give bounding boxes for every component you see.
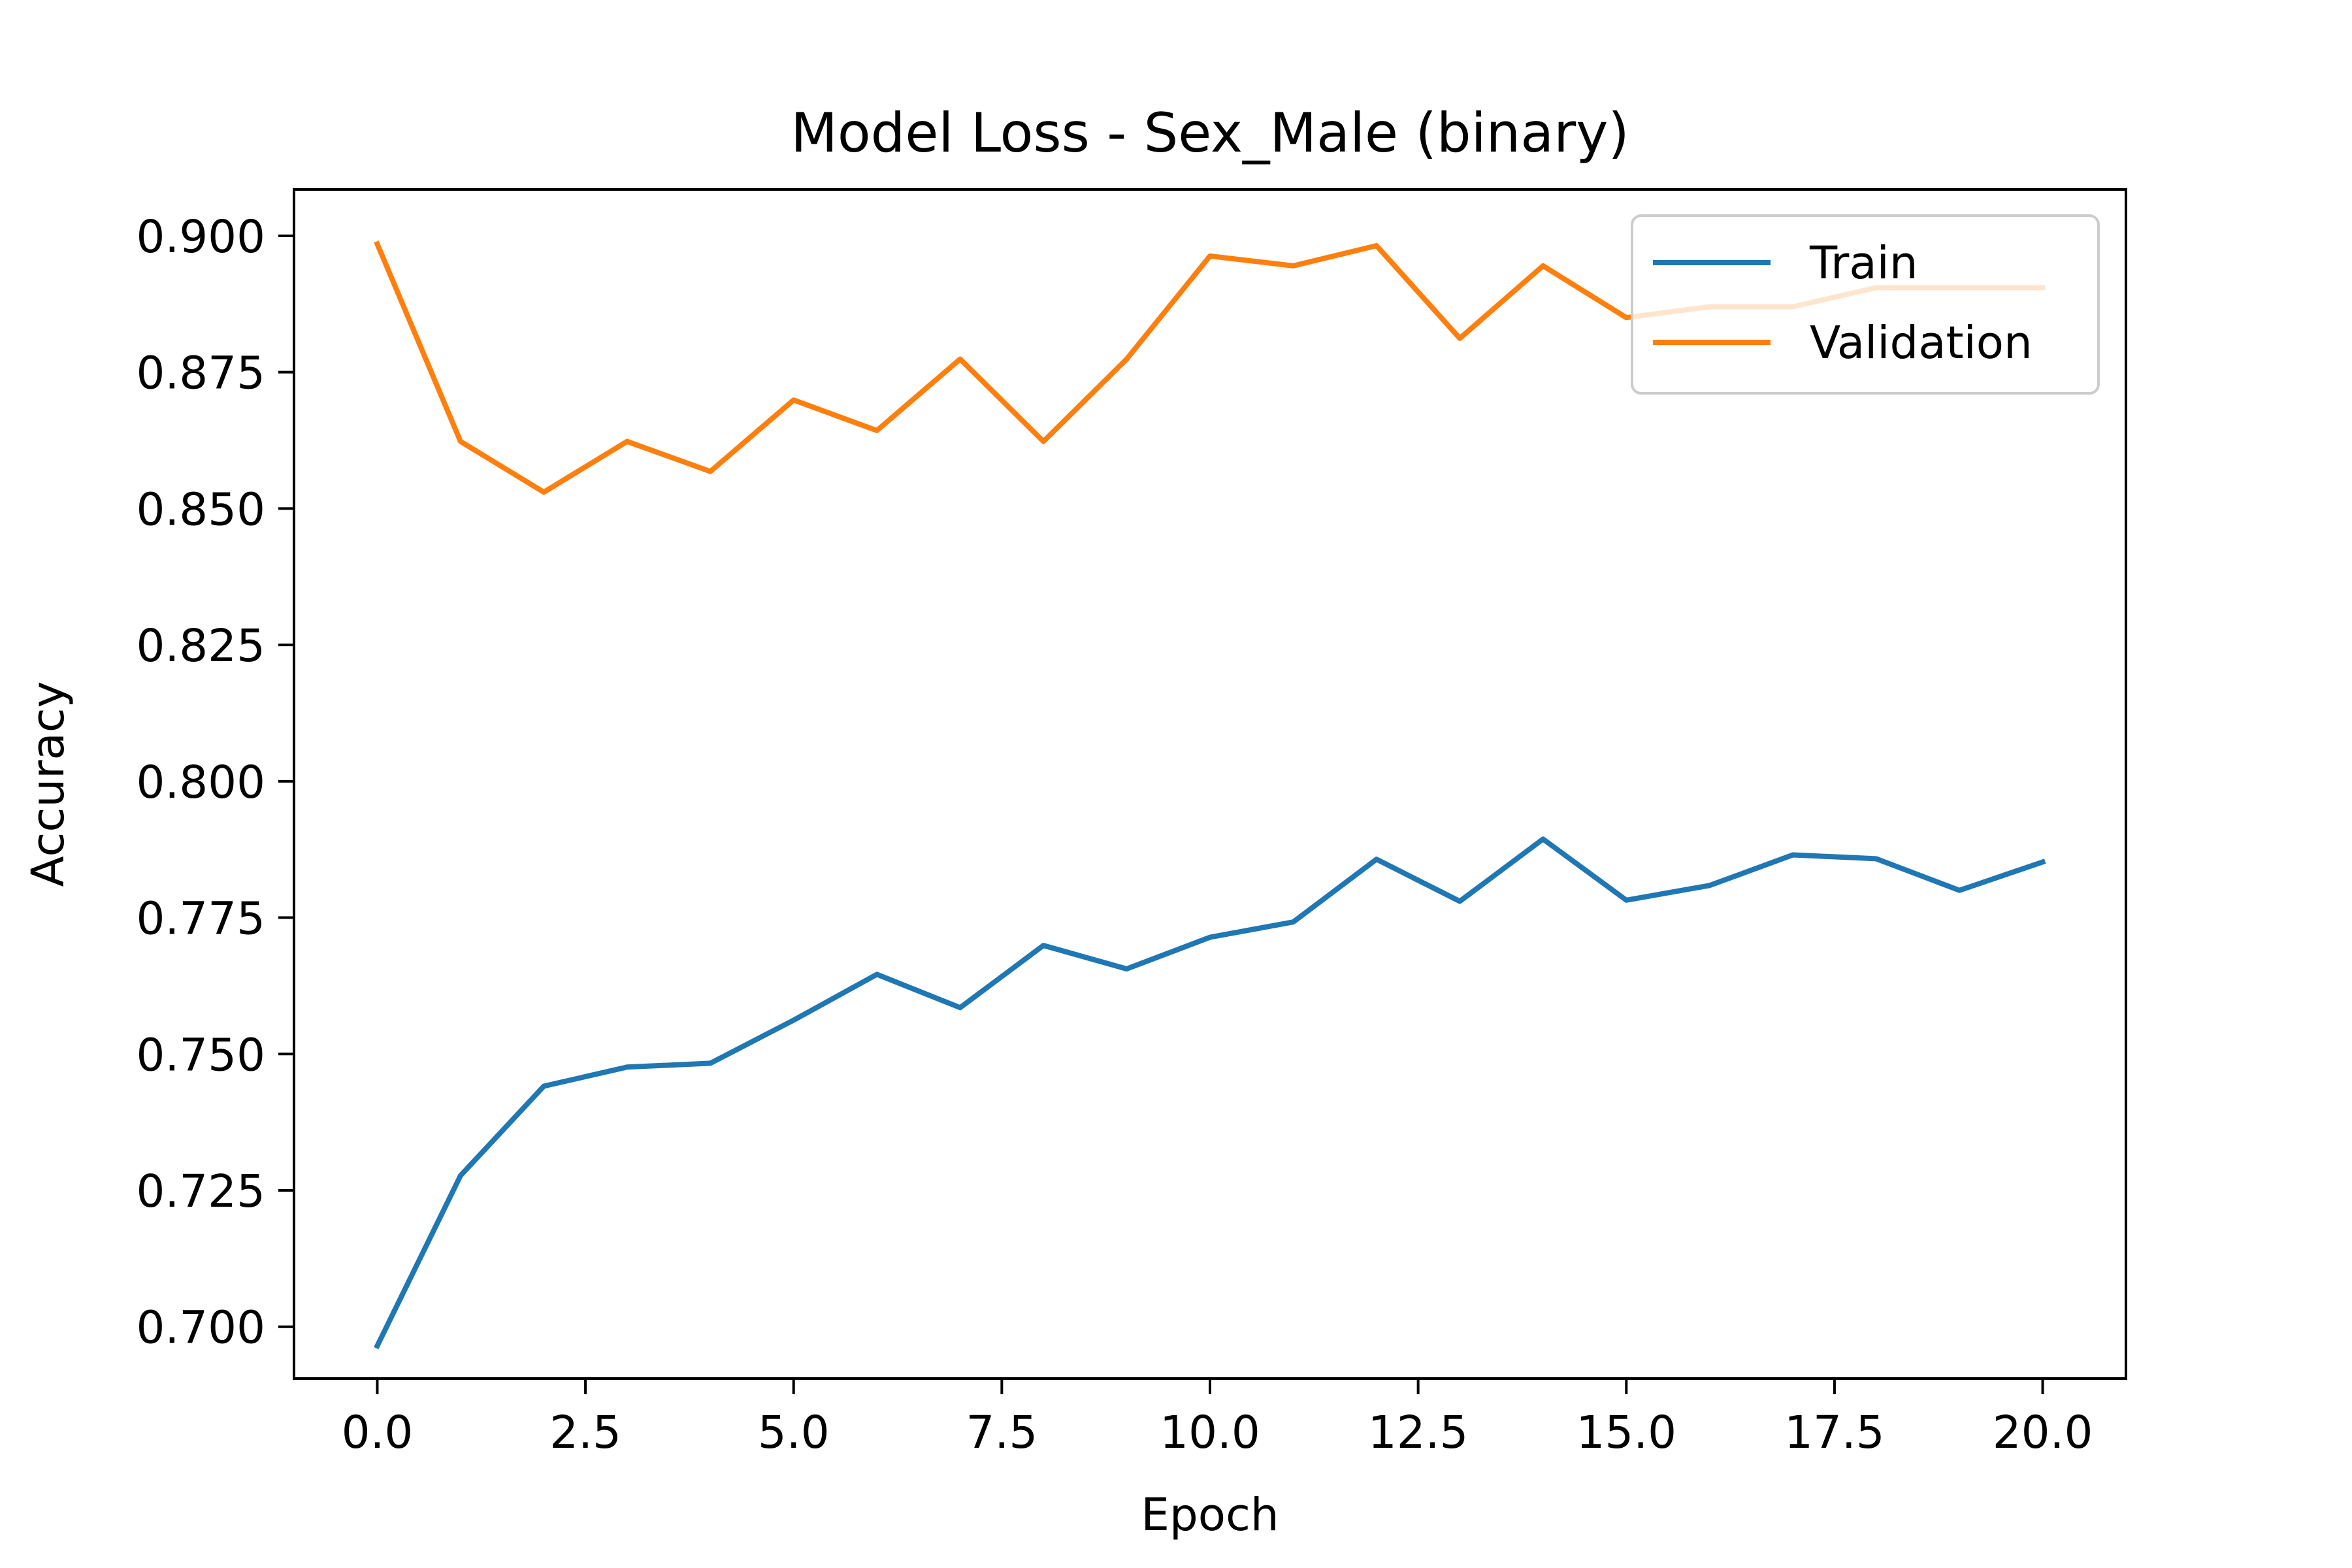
x-tick-label: 12.5 <box>1368 1407 1469 1459</box>
y-axis-label: Accuracy <box>22 681 74 887</box>
y-tick-label: 0.900 <box>136 211 265 263</box>
y-tick-label: 0.875 <box>136 348 265 400</box>
y-axis: 0.700 0.725 0.750 0.775 0.800 0.825 0.850 0.875… <box>136 211 294 1354</box>
legend: Train Validation <box>1631 214 2100 395</box>
y-tick-label: 0.750 <box>136 1029 265 1081</box>
chart-title: Model Loss - Sex_Male (binary) <box>791 101 1629 165</box>
x-tick-label: 2.5 <box>549 1407 621 1459</box>
x-tick-label: 7.5 <box>966 1407 1037 1459</box>
y-tick-label: 0.775 <box>136 893 265 945</box>
x-tick-label: 20.0 <box>1993 1407 2093 1459</box>
x-axis: 0.0 2.5 5.0 7.5 10.0 12.5 15.0 17.5 20.0 <box>342 1379 2093 1459</box>
x-tick-label: 10.0 <box>1160 1407 1260 1459</box>
series-line-train <box>374 836 2046 1350</box>
legend-label-train: Train <box>1809 237 1918 289</box>
y-tick-label: 0.825 <box>136 620 265 672</box>
x-tick-label: 0.0 <box>342 1407 414 1459</box>
x-tick-label: 17.5 <box>1784 1407 1885 1459</box>
x-axis-label: Epoch <box>1141 1489 1279 1541</box>
x-tick-label: 15.0 <box>1576 1407 1676 1459</box>
y-tick-label: 0.700 <box>136 1302 265 1354</box>
y-tick-label: 0.725 <box>136 1166 265 1218</box>
legend-label-validation: Validation <box>1810 317 2033 369</box>
x-tick-label: 5.0 <box>758 1407 830 1459</box>
y-tick-label: 0.850 <box>136 483 265 536</box>
y-tick-label: 0.800 <box>136 757 265 809</box>
